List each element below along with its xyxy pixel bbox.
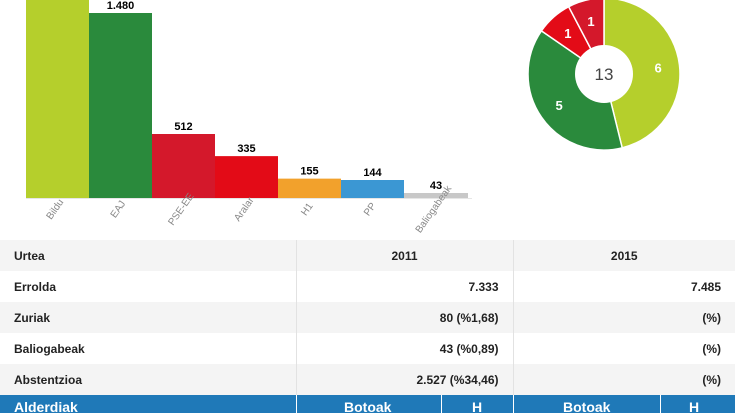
bar-value-label: 512 — [174, 121, 192, 133]
divider — [660, 395, 661, 413]
divider — [513, 395, 514, 413]
table-header-row: Urtea 2011 2015 — [0, 240, 735, 271]
x-tick-label: EAJ — [109, 199, 129, 220]
parties-title: Alderdiak — [14, 399, 78, 415]
seats-header-2015: H — [689, 399, 700, 415]
donut-hole — [575, 45, 633, 103]
row-value-2015: 7.485 — [513, 271, 735, 302]
year-label: Urtea — [0, 240, 297, 271]
table-row: Errolda 7.333 7.485 — [0, 271, 735, 302]
pie-slice-eaj — [527, 29, 624, 151]
x-tick-label: Bildu — [45, 197, 67, 222]
bar-pp — [341, 180, 404, 198]
total-seats-label: 13 — [595, 65, 614, 84]
divider — [296, 395, 297, 413]
charts-area: Bildu1.480EAJ512PSE-EE335Aralar155H1144P… — [26, 0, 681, 235]
table-row: Zuriak 80 (%1,68) (%) — [0, 302, 735, 333]
bar-value-label: 1.480 — [107, 0, 135, 12]
bar-aralar — [215, 156, 278, 198]
row-label: Abstentzioa — [0, 364, 297, 395]
x-tick-label: PP — [362, 201, 379, 219]
bar-baliogabeak — [404, 193, 468, 198]
table-row: Abstentzioa 2.527 (%34,46) (%) — [0, 364, 735, 395]
row-value-2015: (%) — [513, 302, 735, 333]
pie-chart: 6 5 1 1 13 — [527, 0, 681, 151]
x-tick-label: Aralar — [232, 195, 257, 224]
row-label: Baliogabeak — [0, 333, 297, 364]
pie-slice-label: 5 — [556, 98, 563, 113]
row-label: Errolda — [0, 271, 297, 302]
x-tick-label: H1 — [299, 201, 316, 218]
bar-value-label: 144 — [363, 167, 382, 179]
pie-slice-bildu — [603, 0, 681, 149]
row-value-2011: 43 (%0,89) — [296, 333, 514, 364]
year-2015: 2015 — [513, 240, 735, 271]
pie-slice-label: 1 — [587, 14, 594, 29]
row-value-2015: (%) — [513, 364, 735, 395]
bar-value-label: 335 — [237, 143, 255, 155]
bar-h1 — [278, 178, 341, 198]
stats-table: Urtea 2011 2015 Errolda 7.333 7.485 Zuri… — [0, 240, 735, 395]
votes-header-2015: Botoak — [563, 399, 611, 415]
table-row: Baliogabeak 43 (%0,89) (%) — [0, 333, 735, 364]
bar-pse-ee — [152, 134, 215, 198]
bar-value-label: 155 — [300, 166, 318, 178]
row-value-2011: 2.527 (%34,46) — [296, 364, 514, 395]
row-value-2011: 7.333 — [296, 271, 514, 302]
bar-value-label: 43 — [430, 180, 442, 192]
pie-slice-label: 6 — [654, 60, 661, 75]
seats-header-2011: H — [472, 399, 483, 415]
bar-chart: Bildu1.480EAJ512PSE-EE335Aralar155H1144P… — [26, 0, 472, 235]
divider — [441, 395, 442, 413]
year-2011: 2011 — [296, 240, 514, 271]
pie-slice-label: 1 — [564, 26, 571, 41]
bar-bildu — [26, 0, 89, 198]
bar-eaj — [89, 13, 152, 198]
parties-header-bar: Alderdiak Botoak H Botoak H — [0, 395, 735, 415]
row-value-2015: (%) — [513, 333, 735, 364]
row-label: Zuriak — [0, 302, 297, 333]
row-value-2011: 80 (%1,68) — [296, 302, 514, 333]
votes-header-2011: Botoak — [344, 399, 392, 415]
